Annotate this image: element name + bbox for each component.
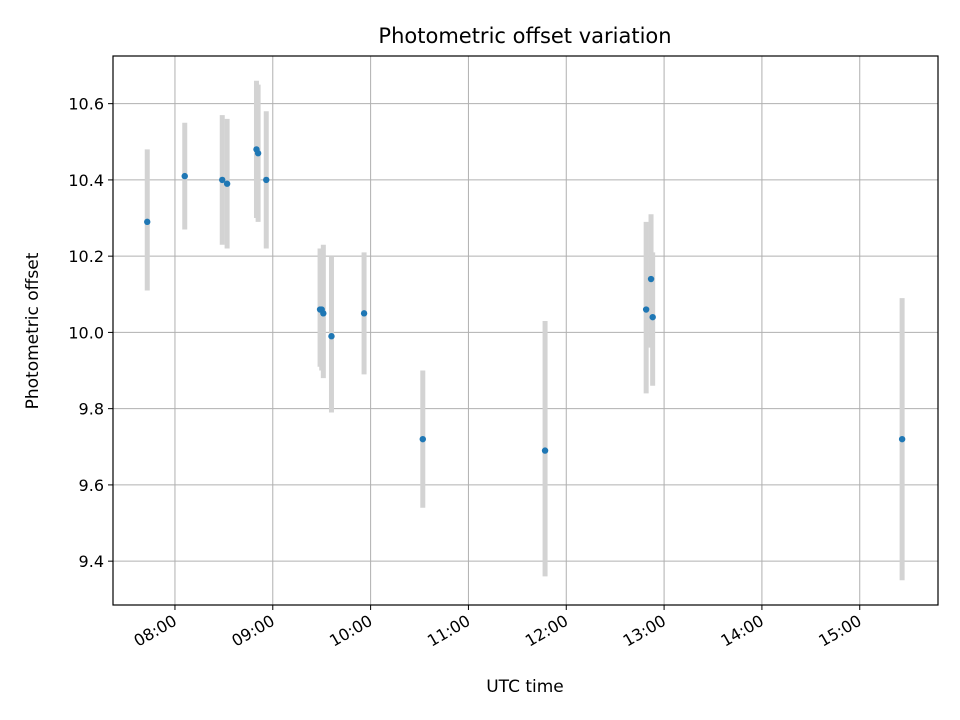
data-point xyxy=(419,435,426,443)
y-tick-label: 9.6 xyxy=(79,476,104,495)
data-point xyxy=(320,310,327,317)
data-point xyxy=(328,333,335,340)
y-axis-ticks: 9.4 9.6 9.8 10.0 10.2 10.4 10.6 xyxy=(68,95,113,571)
y-axis-title: Photometric offset xyxy=(23,252,43,409)
y-tick-label: 10.4 xyxy=(68,171,104,190)
y-tick-label: 10.6 xyxy=(68,95,104,114)
data-point xyxy=(219,176,226,184)
data-point xyxy=(144,218,151,226)
y-tick-label: 9.4 xyxy=(79,552,104,571)
y-tick-label: 10.0 xyxy=(68,323,104,342)
x-axis-title: UTC time xyxy=(486,677,564,697)
data-point xyxy=(360,310,368,317)
data-point xyxy=(647,275,655,283)
data-point xyxy=(254,150,262,157)
data-point xyxy=(263,176,270,184)
y-tick-label: 10.2 xyxy=(68,247,104,266)
data-point xyxy=(181,172,188,180)
plot-area-frame xyxy=(112,55,939,606)
data-point xyxy=(541,447,549,454)
data-points xyxy=(144,146,906,454)
data-point xyxy=(642,306,650,313)
data-point xyxy=(223,180,231,187)
chart-title: Photometric offset variation xyxy=(378,24,671,48)
y-tick-label: 9.8 xyxy=(79,400,104,419)
grid xyxy=(113,56,938,605)
data-point xyxy=(649,313,656,321)
data-point xyxy=(898,435,906,443)
